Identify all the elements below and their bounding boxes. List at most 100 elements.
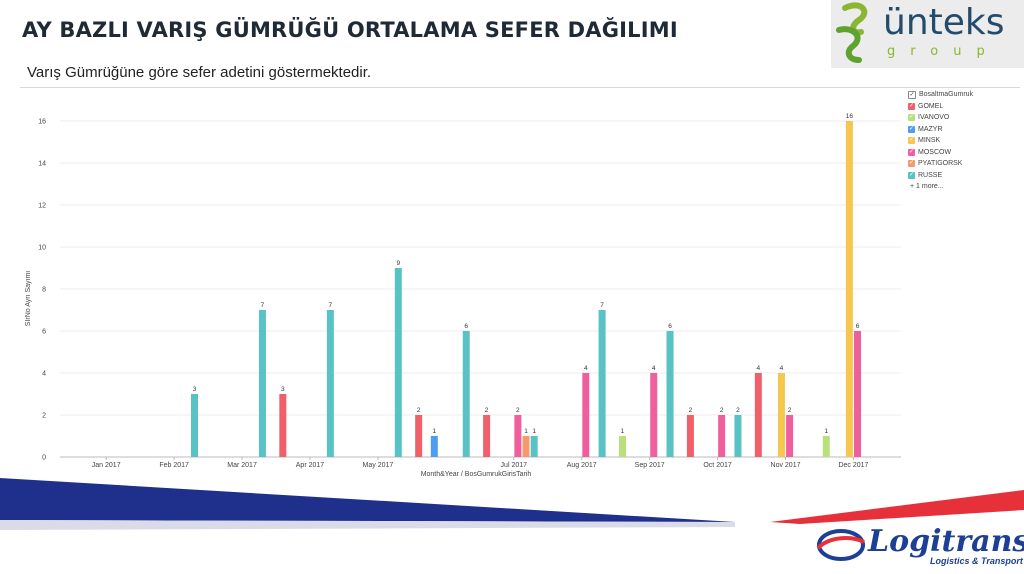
bar-ivanovo [618, 436, 626, 457]
footer-shadow-stripe [0, 520, 735, 530]
page-subtitle: Varış Gümrüğüne göre sefer adetini göste… [27, 64, 372, 81]
data-label: 4 [757, 365, 761, 372]
data-label: 7 [329, 302, 333, 309]
unteks-logo-mark-icon [836, 2, 868, 63]
legend-item-label: MINSK [918, 137, 941, 145]
legend-item-russe[interactable]: ✓ RUSSE [908, 170, 973, 182]
bar-minsk [777, 373, 785, 457]
bar-moscow [854, 331, 862, 457]
x-tick-label: Feb 2017 [159, 462, 189, 469]
bar-moscow [582, 373, 590, 457]
legend-item-minsk[interactable]: ✓ MINSK [908, 135, 973, 147]
data-label: 2 [788, 407, 792, 414]
y-tick-label: 12 [38, 203, 46, 210]
legend-item-ivanovo[interactable]: ✓ IVANOVO [908, 112, 973, 124]
footer-red-stripe [770, 490, 1024, 524]
x-tick-label: Apr 2017 [296, 462, 325, 469]
bar-russe [394, 268, 402, 457]
checkbox-icon[interactable]: ✓ [908, 160, 915, 168]
logitrans-logo: Logitrans® [868, 524, 1024, 559]
data-label: 7 [261, 302, 265, 309]
bar-gomel [686, 415, 694, 457]
y-tick-label: 4 [42, 371, 46, 378]
legend-header-label: BosaltmaGumruk [919, 91, 974, 99]
header-divider [20, 87, 1020, 88]
checkbox-icon[interactable]: ✓ [908, 137, 915, 145]
data-label: 4 [780, 365, 784, 372]
bar-moscow [718, 415, 726, 457]
bar-moscow [650, 373, 658, 457]
bar-gomel [483, 415, 491, 457]
legend-header[interactable]: ✓ BosaltmaGumruk [908, 89, 973, 101]
chart-legend: ✓ BosaltmaGumruk ✓ GOMEL ✓ IVANOVO ✓ MAZYR ✓ MI… [908, 89, 973, 193]
data-label: 4 [584, 365, 588, 372]
y-tick-label: 8 [42, 287, 46, 294]
x-tick-label: Dec 2017 [838, 462, 868, 469]
x-tick-label: Sep 2017 [635, 462, 665, 469]
data-label: 6 [464, 323, 468, 330]
x-tick-label: Nov 2017 [771, 462, 801, 469]
bar-moscow [786, 415, 794, 457]
bar-russe [666, 331, 674, 457]
bar-russe [191, 394, 199, 457]
data-label: 3 [193, 386, 197, 393]
data-label: 2 [485, 407, 489, 414]
y-tick-label: 2 [42, 413, 46, 420]
data-label: 1 [824, 428, 828, 435]
legend-item-label: RUSSE [918, 171, 943, 179]
legend-item-moscow[interactable]: ✓ MOSCOW [908, 147, 973, 159]
data-label: 1 [432, 428, 436, 435]
bar-ivanovo [822, 436, 830, 457]
y-axis-label: SIrNo Ayrı Sayımı [25, 271, 32, 327]
checkbox-icon[interactable]: ✓ [908, 102, 915, 110]
data-label: 9 [396, 260, 400, 267]
data-label: 16 [846, 113, 854, 120]
bar-russe [598, 310, 606, 457]
footer-blue-stripe [0, 478, 735, 522]
checkbox-icon[interactable]: ✓ [908, 148, 915, 156]
bar-gomel [754, 373, 762, 457]
bar-minsk [845, 121, 853, 457]
legend-item-mazyr[interactable]: ✓ MAZYR [908, 124, 973, 136]
legend-item-gomel[interactable]: ✓ GOMEL [908, 101, 973, 113]
checkbox-icon[interactable]: ✓ [908, 171, 915, 179]
unteks-logo: ünteks group [831, 0, 1024, 68]
logitrans-globe-icon [816, 529, 865, 561]
data-label: 2 [417, 407, 421, 414]
y-tick-label: 14 [38, 161, 46, 168]
data-label: 2 [736, 407, 740, 414]
x-tick-label: Jan 2017 [92, 462, 121, 469]
checkbox-icon[interactable]: ✓ [908, 114, 915, 122]
data-label: 1 [532, 428, 536, 435]
bar-gomel [279, 394, 287, 457]
legend-item-label: GOMEL [918, 102, 944, 110]
page-title: AY BAZLI VARIŞ GÜMRÜĞÜ ORTALAMA SEFER DA… [22, 18, 678, 42]
legend-item-label: IVANOVO [918, 114, 950, 122]
unteks-logo-subtext: group [887, 44, 1000, 59]
bar-russe [258, 310, 266, 457]
y-tick-label: 6 [42, 329, 46, 336]
x-tick-label: Aug 2017 [567, 462, 597, 469]
data-label: 1 [524, 428, 528, 435]
checkbox-icon[interactable]: ✓ [908, 125, 915, 133]
legend-more-link[interactable]: + 1 more... [910, 183, 944, 191]
legend-item-label: MAZYR [918, 125, 943, 133]
bar-russe [462, 331, 470, 457]
bar-pyatigorsk [522, 436, 530, 457]
legend-item-pyatigorsk[interactable]: ✓ PYATIGORSK [908, 158, 973, 170]
data-label: 3 [281, 386, 285, 393]
bar-russe [326, 310, 334, 457]
data-label: 2 [516, 407, 520, 414]
data-label: 2 [720, 407, 724, 414]
y-tick-label: 16 [38, 119, 46, 126]
bar-gomel [415, 415, 423, 457]
bar-mazyr [430, 436, 438, 457]
x-tick-label: May 2017 [363, 462, 394, 469]
x-tick-label: Mar 2017 [227, 462, 257, 469]
x-tick-label: Jul 2017 [501, 462, 528, 469]
data-label: 2 [689, 407, 693, 414]
checkbox-icon[interactable]: ✓ [908, 90, 916, 99]
y-tick-label: 10 [38, 245, 46, 252]
